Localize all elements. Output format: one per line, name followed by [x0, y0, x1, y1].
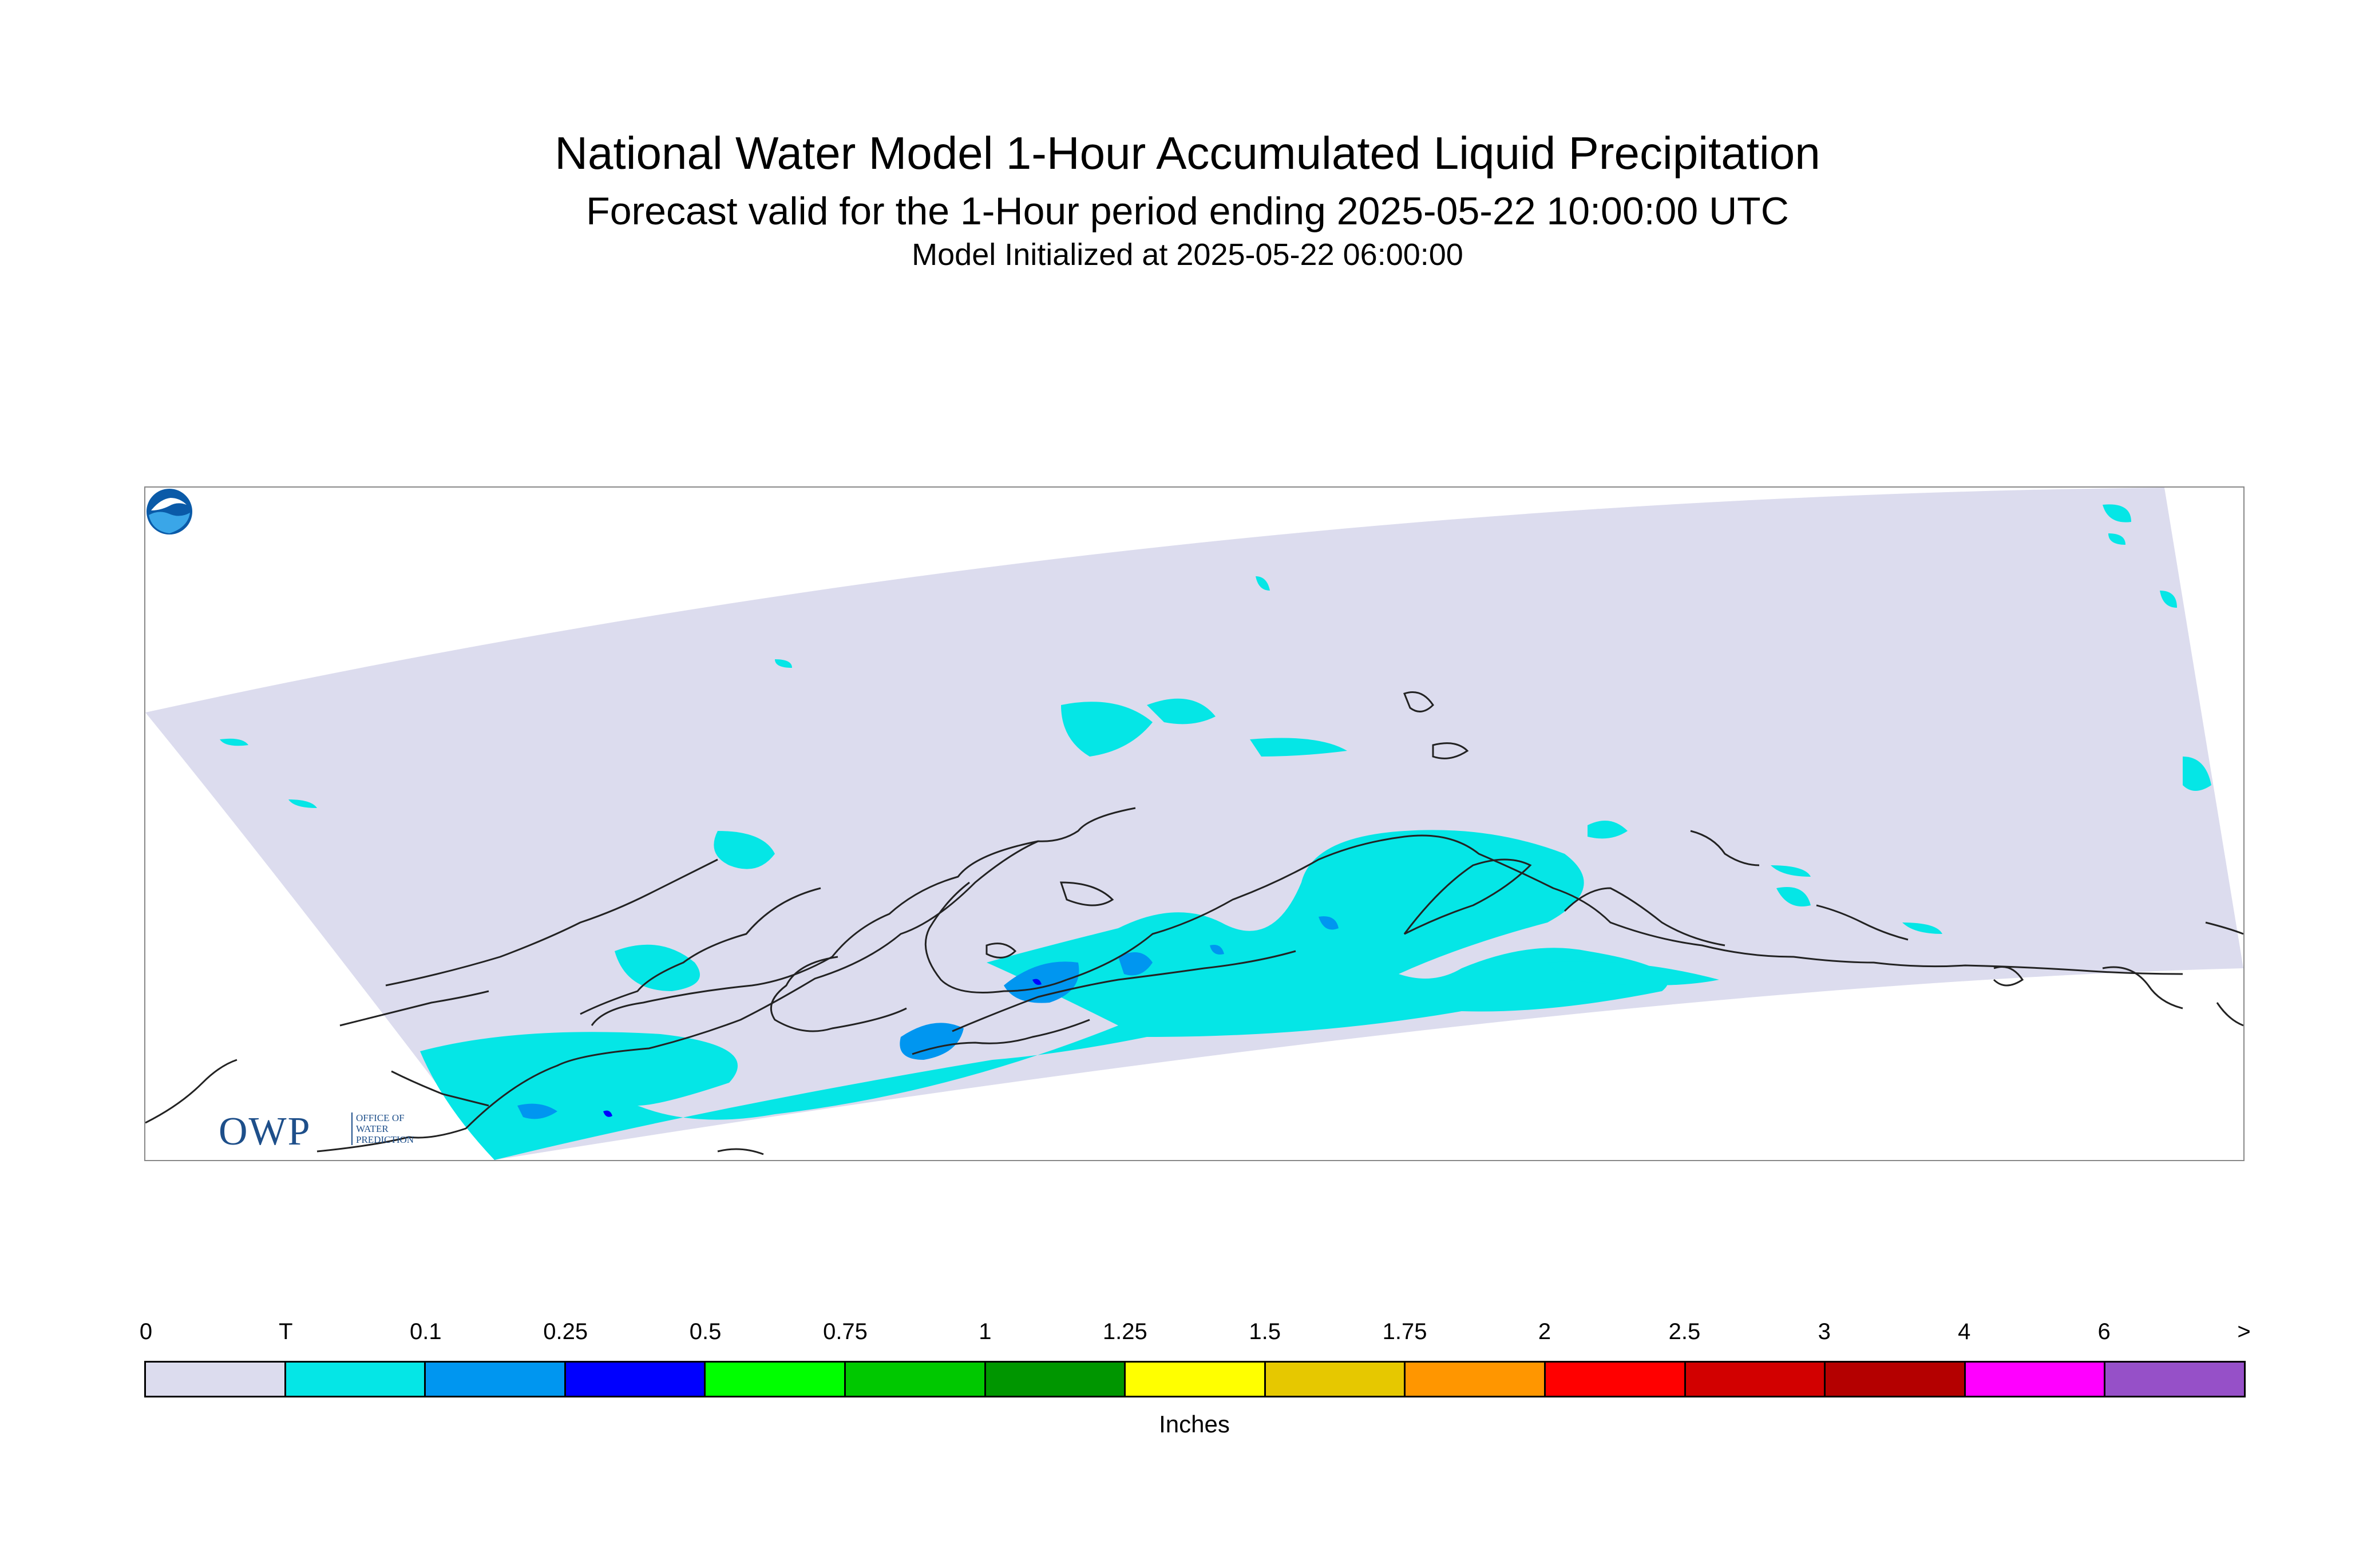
legend-swatch-0 [146, 1363, 286, 1396]
legend-swatch-1 [286, 1363, 426, 1396]
owp-logo: OWP OFFICE OF WATER PREDICTION [219, 1109, 414, 1155]
legend-tick-label: > [2237, 1319, 2251, 1344]
precip-legend: 0 T 0.1 0.25 0.5 0.75 1 1.25 1.5 1.75 2 2.5 3 4 6 > Inc… [140, 1319, 2251, 1438]
map-subtitle: Forecast valid for the 1-Hour period end… [586, 189, 1789, 233]
legend-colorbar [144, 1361, 2246, 1397]
map-panel[interactable]: OWP OFFICE OF WATER PREDICTION [144, 486, 2245, 1161]
coastlines [145, 691, 2243, 1155]
legend-tick-label: 1.5 [1249, 1319, 1281, 1344]
legend-swatch-14 [2105, 1363, 2244, 1396]
legend-swatch-9 [1406, 1363, 1546, 1396]
legend-swatch-10 [1545, 1363, 1686, 1396]
init-time: Model Initialized at 2025-05-22 06:00:00 [912, 237, 1463, 272]
legend-swatch-3 [565, 1363, 706, 1396]
legend-tick-label: 0 [139, 1319, 153, 1344]
legend-swatch-6 [985, 1363, 1126, 1396]
legend-tick-label: 1.25 [1102, 1319, 1147, 1344]
legend-swatch-8 [1265, 1363, 1406, 1396]
legend-swatch-2 [426, 1363, 566, 1396]
legend-tick-label: T [279, 1319, 293, 1344]
legend-tick-label: 1.75 [1382, 1319, 1427, 1344]
legend-swatch-11 [1685, 1363, 1826, 1396]
owp-logo-subtext: OFFICE OF WATER PREDICTION [351, 1112, 414, 1145]
legend-swatch-4 [706, 1363, 846, 1396]
legend-swatch-5 [845, 1363, 986, 1396]
legend-tick-label: 2 [1538, 1319, 1551, 1344]
map-title: National Water Model 1-Hour Accumulated … [555, 128, 1820, 179]
noaa-icon [147, 489, 192, 534]
legend-units: Inches [1159, 1411, 1230, 1438]
legend-tick-label: 1 [979, 1319, 992, 1344]
legend-tick-label: 6 [2097, 1319, 2111, 1344]
model-domain [145, 488, 2243, 1160]
precip-0-25 [603, 979, 1042, 1117]
legend-tick-label: 0.25 [543, 1319, 588, 1344]
map-canvas [145, 488, 2243, 1160]
legend-tick-label: 3 [1818, 1319, 1831, 1344]
precip-0-1 [517, 916, 1339, 1119]
legend-tick-label: 2.5 [1668, 1319, 1701, 1344]
legend-tick-label: 0.1 [409, 1319, 442, 1344]
owp-logo-text: OWP [219, 1110, 311, 1154]
precip-trace [220, 504, 2211, 1160]
legend-tick-label: 4 [1958, 1319, 1971, 1344]
legend-swatch-7 [1126, 1363, 1266, 1396]
legend-tick-label: 0.75 [823, 1319, 868, 1344]
legend-tick-label: 0.5 [689, 1319, 722, 1344]
legend-swatch-12 [1826, 1363, 1966, 1396]
legend-swatch-13 [1965, 1363, 2106, 1396]
